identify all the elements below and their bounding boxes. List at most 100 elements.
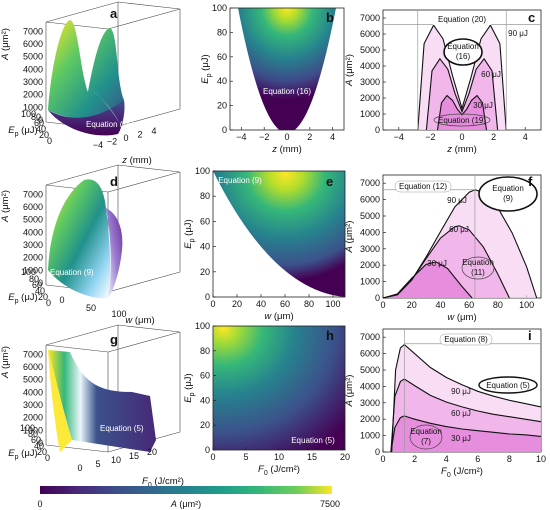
panel-b-ytick-label: 100 bbox=[212, 3, 227, 13]
panel-e-xtick-label: 20 bbox=[232, 299, 242, 309]
panel-a-ytick-label: 100 bbox=[21, 109, 36, 119]
panel-b-xtick-label: 0 bbox=[284, 132, 289, 142]
panel-c-series-line bbox=[417, 24, 507, 131]
panel-e-ytick-label: 60 bbox=[200, 216, 210, 226]
panel-d-ytick-label: 60 bbox=[32, 280, 42, 290]
panel-i-ytick-label: 7000 bbox=[360, 332, 380, 342]
panel-d-ztick-label: 3000 bbox=[23, 240, 43, 250]
panel-d-annotation: Equation (9) bbox=[50, 268, 94, 277]
panel-a-edge bbox=[117, 1, 181, 10]
panel-i-ytick-label: 3000 bbox=[360, 398, 380, 408]
panel-f-annotation: Equation (12) bbox=[399, 182, 447, 191]
panel-c-fill-2 bbox=[437, 95, 487, 130]
panel-d-ytick-label: 0 bbox=[46, 298, 51, 308]
panel-i-series-line bbox=[390, 378, 542, 453]
panel-e-xtick-label: 0 bbox=[210, 299, 215, 309]
panel-c-ytick-label: 2000 bbox=[360, 93, 380, 103]
panel-g-xtick-label: 0 bbox=[77, 463, 82, 473]
panel-b-ytick-label: 60 bbox=[217, 52, 227, 62]
panel-f-xtick-label: 100 bbox=[519, 300, 534, 310]
panel-f-annotation-3b: (11) bbox=[471, 268, 485, 277]
panel-d-ylabel: Ep (μJ) bbox=[8, 292, 37, 305]
panel-e-xtick-label: 60 bbox=[280, 299, 290, 309]
panel-a-xtick-label: 4 bbox=[151, 126, 156, 136]
panel-i-series-line bbox=[391, 343, 542, 453]
panel-f-annotation-3a: Equation bbox=[462, 258, 494, 267]
panel-label-b: b bbox=[326, 10, 334, 25]
panel-a-xtick-label: −4 bbox=[93, 140, 103, 150]
panel-i-ytick-label: 5000 bbox=[360, 365, 380, 375]
panel-d-ztick-label: 1000 bbox=[23, 265, 43, 275]
panel-g-ztick-label: 3000 bbox=[23, 400, 43, 410]
panel-a-annotation: Equation (16) bbox=[86, 120, 134, 129]
panel-h-ytick-label: 20 bbox=[200, 420, 210, 430]
panel-f-xtick-label: 60 bbox=[464, 300, 474, 310]
panel-f-xtick-label: 20 bbox=[407, 300, 417, 310]
panel-h-annotation: Equation (5) bbox=[291, 436, 335, 445]
panel-g-ytick-label: 60 bbox=[31, 435, 41, 445]
panel-e-ytick-label: 100 bbox=[195, 166, 210, 176]
colorbar-min-label: 0 bbox=[37, 499, 42, 509]
panel-a-ztick-label: 1000 bbox=[23, 102, 43, 112]
panel-i-xtick-label: 0 bbox=[380, 454, 385, 464]
panel-i-series-line bbox=[390, 415, 542, 453]
panel-label-e: e bbox=[326, 174, 333, 189]
panel-e-xtick-label: 80 bbox=[304, 299, 314, 309]
panel-c-annotation-ellipse bbox=[443, 38, 483, 66]
panel-h-xlabel: F0 (J/cm²) bbox=[258, 464, 300, 477]
panel-a-surface bbox=[48, 20, 124, 119]
panel-a-ztick-label: 7000 bbox=[23, 26, 43, 36]
panel-f-series-line bbox=[382, 225, 510, 299]
panel-c-xtick-label: −4 bbox=[394, 132, 404, 142]
panel-g-xtick-label: 15 bbox=[129, 451, 139, 461]
panel-i-xtick-label: 8 bbox=[507, 454, 512, 464]
panel-c-ytick-label: 4000 bbox=[360, 61, 380, 71]
panel-i-ytick-label: 2000 bbox=[360, 414, 380, 424]
panel-i-ytick-label: 1000 bbox=[360, 431, 380, 441]
panel-c-series-label: 90 μJ bbox=[508, 29, 528, 38]
panel-f-ytick-label: 7000 bbox=[360, 178, 380, 188]
panel-h-ytick-label: 40 bbox=[200, 395, 210, 405]
panel-i-xtick-label: 4 bbox=[444, 454, 449, 464]
panel-d-ztick-label: 5000 bbox=[23, 215, 43, 225]
panel-g-annotation: Equation (5) bbox=[100, 424, 144, 433]
panel-i-series-label: 60 μJ bbox=[451, 409, 471, 418]
panel-d-zlabel: A (μm²) bbox=[0, 190, 11, 223]
panel-a-zlabel: A (μm²) bbox=[0, 28, 11, 61]
panel-h-ylabel: Ep (μJ) bbox=[183, 373, 196, 402]
panel-d-edge bbox=[117, 164, 181, 173]
panel-f-annotation-box bbox=[394, 180, 452, 193]
panel-i-annotation-box bbox=[439, 333, 493, 346]
panel-g-surface-edge bbox=[48, 350, 72, 452]
panel-c-ytick-label: 0 bbox=[375, 125, 380, 135]
panel-f-series-label: 60 μJ bbox=[449, 225, 469, 234]
panel-g-ztick-label: 0 bbox=[38, 438, 43, 448]
colorbar-max-label: 7500 bbox=[320, 499, 340, 509]
panel-h-ytick-label: 80 bbox=[200, 346, 210, 356]
panel-c-series-line bbox=[436, 94, 488, 131]
panel-f-xlabel: w (μm) bbox=[447, 312, 476, 323]
panel-b-ytick-label: 40 bbox=[217, 76, 227, 86]
panel-c-ylabel: A (μm²) bbox=[344, 54, 355, 87]
panel-g-ytick-label: 80 bbox=[28, 429, 38, 439]
panel-c-annotation-2b: (16) bbox=[456, 52, 471, 61]
panel-f-annotation-2a: Equation bbox=[492, 184, 524, 193]
panel-d-edge bbox=[107, 271, 181, 293]
panel-g-xtick-label: 5 bbox=[95, 459, 100, 469]
panel-d-ztick-label: 0 bbox=[38, 278, 43, 288]
panel-f-ytick-label: 2000 bbox=[360, 260, 380, 270]
panel-e-xtick-label: 100 bbox=[325, 299, 340, 309]
panel-a-ytick-label: 80 bbox=[31, 112, 41, 122]
panel-label-g: g bbox=[110, 332, 118, 347]
panel-c-ytick-label: 7000 bbox=[360, 13, 380, 23]
panel-c-annotation: Equation (20) bbox=[438, 15, 486, 24]
panel-d-xtick-label: 50 bbox=[86, 303, 96, 313]
panel-e-ytick-label: 0 bbox=[205, 292, 210, 302]
panel-g-edge bbox=[45, 344, 109, 353]
panel-d-surface-side bbox=[106, 208, 123, 298]
panel-a-ylabel: Ep (μJ) bbox=[8, 125, 37, 138]
panel-g-ytick-label: 0 bbox=[45, 453, 50, 463]
panel-a-xlabel: z (mm) bbox=[121, 155, 152, 166]
panel-h-ytick-label: 100 bbox=[195, 321, 210, 331]
panel-g-edge bbox=[107, 331, 181, 353]
